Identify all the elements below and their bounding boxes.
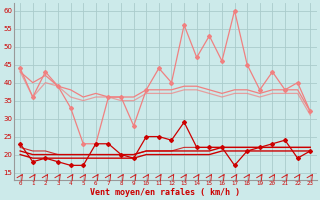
- X-axis label: Vent moyen/en rafales ( km/h ): Vent moyen/en rafales ( km/h ): [90, 188, 240, 197]
